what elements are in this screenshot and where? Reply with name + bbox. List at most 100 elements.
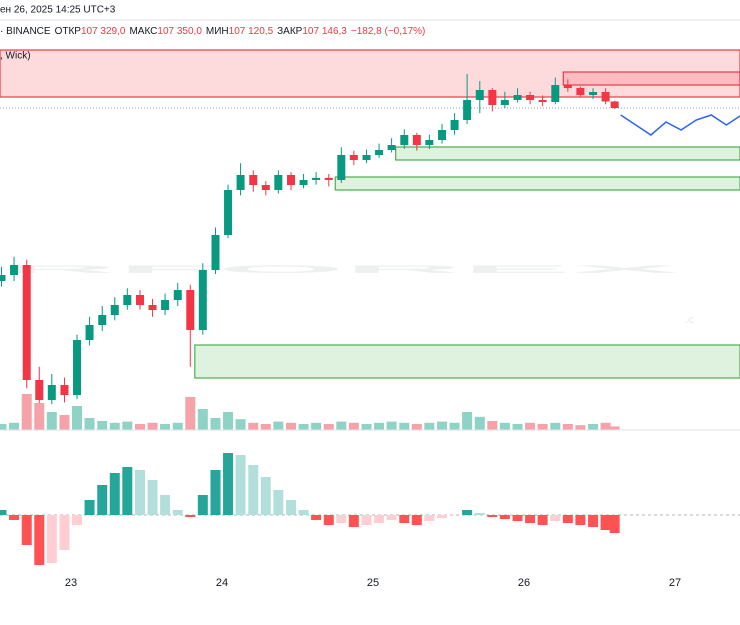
histogram-bar (298, 510, 309, 515)
candle-body (299, 180, 308, 185)
histogram-bar (374, 515, 385, 523)
volume-bar (449, 422, 460, 430)
histogram-bar (424, 515, 435, 521)
zone (395, 146, 740, 161)
candle-body (324, 177, 333, 180)
x-tick-label: 24 (216, 577, 228, 589)
candle-body (488, 90, 497, 105)
candle-body (110, 305, 119, 315)
histogram-bar (72, 515, 83, 525)
volume-bar (437, 421, 448, 430)
histogram-bar (386, 515, 397, 520)
histogram-bar (197, 495, 208, 515)
candle-body (211, 235, 220, 270)
histogram-bar (562, 515, 573, 523)
histogram-bar (550, 515, 561, 521)
volume-bar (298, 424, 309, 430)
volume-bar (84, 418, 95, 430)
histogram-bar (248, 465, 259, 515)
label: ЗАКР (277, 26, 303, 37)
volume-bar (336, 421, 347, 430)
volume-bar (575, 425, 586, 430)
volume-bar (487, 421, 498, 430)
zone (334, 176, 740, 191)
volume-bar (210, 418, 221, 430)
candle-body (123, 295, 132, 305)
histogram-bar (235, 455, 246, 515)
candle-body (475, 90, 484, 100)
value: 107 146,3 (302, 26, 347, 37)
histogram-bar (134, 470, 145, 515)
candle-body (47, 385, 56, 400)
candle-body (236, 175, 245, 190)
volume-bar (323, 424, 334, 430)
plot: 23 24 25 26 27 (0, 49, 740, 589)
histogram-bar (411, 515, 422, 525)
volume-bar (34, 403, 45, 430)
histogram-bar (0, 510, 7, 515)
candle-body (35, 380, 44, 400)
x-tick-label: 25 (367, 577, 379, 589)
volume-bar (46, 412, 57, 430)
candle-body (450, 120, 459, 130)
candle-body (261, 185, 270, 190)
volume-bar (286, 422, 297, 430)
candle-body (98, 315, 107, 325)
candle-body (186, 290, 195, 330)
candle-body (576, 88, 585, 95)
exchange: · BINANCE (0, 26, 51, 37)
candle-body (0, 275, 6, 282)
histogram-bar (210, 470, 221, 515)
volume-bar (474, 416, 485, 430)
histogram-bar (185, 515, 196, 517)
volume-bar (361, 424, 372, 430)
value: 107 329,0 (81, 26, 126, 37)
candle-body (85, 325, 94, 340)
histogram-bar (336, 515, 347, 523)
candle-body (362, 155, 371, 160)
histogram-bar (59, 515, 70, 550)
candle-body (538, 100, 547, 102)
histogram-bar (348, 515, 359, 527)
volume-bar (609, 426, 620, 430)
histogram-bar (122, 467, 133, 515)
volume-bar (348, 422, 359, 430)
date: ен 26, 2025 14:25 UTC+3 (0, 5, 116, 16)
volume-bar (499, 422, 510, 430)
candle-body (73, 340, 82, 395)
volume-bar (235, 419, 246, 430)
x-tick-label: 23 (65, 577, 77, 589)
candle-body (563, 85, 572, 88)
candle-body (60, 385, 69, 395)
histogram-bar (97, 485, 108, 515)
indicator-label: , Wick) (0, 51, 31, 62)
histogram-bar (84, 500, 95, 515)
candle-body (513, 95, 522, 100)
zone (562, 71, 740, 86)
volume-bar (97, 421, 108, 430)
histogram-bar (437, 515, 448, 518)
candle-body (589, 92, 598, 95)
watermark: RFOREX (0, 264, 690, 276)
candle-body (312, 177, 321, 180)
x-tick-label: 27 (669, 577, 681, 589)
candle-body (148, 305, 157, 310)
volume-bar (525, 422, 536, 430)
histogram-bar (499, 515, 510, 519)
volume-bar (588, 424, 599, 430)
candle-body (274, 175, 283, 190)
histogram-bar (223, 453, 234, 515)
volume-bar (72, 406, 83, 430)
zone (0, 49, 740, 98)
volume-bar (59, 415, 70, 430)
candle-body (551, 85, 560, 102)
volume-bar (122, 421, 133, 430)
histogram-bar (487, 515, 498, 517)
value: 107 120,5 (229, 26, 274, 37)
candle-body (438, 130, 447, 140)
histogram-bar (361, 515, 372, 525)
candle-body (349, 155, 358, 160)
change: −182,8 (−0,17%) (351, 26, 426, 37)
